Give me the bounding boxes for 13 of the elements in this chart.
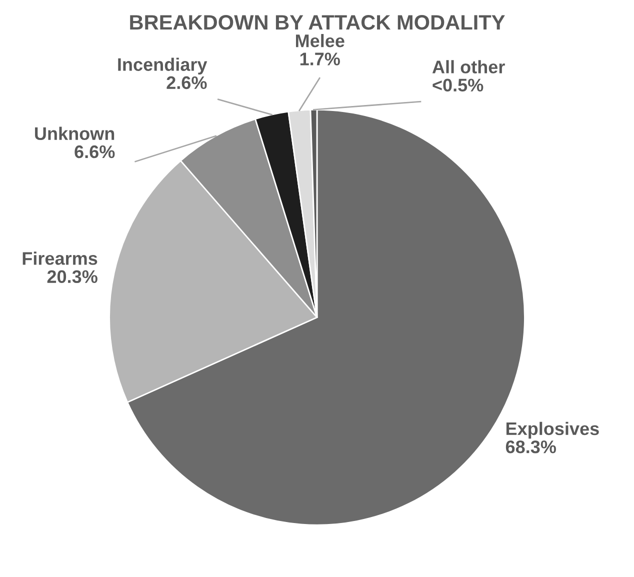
slice-label: All other [432,60,505,74]
slice-label: Incendiary [118,58,208,75]
slice-label: Firearms [22,252,98,265]
slice-label: Explosives [506,422,599,439]
slice-label: Melee [296,34,344,48]
data-label: 2.6% [166,76,207,90]
data-label: 68.3% [506,440,556,454]
data-label: 1.7% [300,52,340,66]
data-label: <0.5% [432,78,484,92]
data-label: 6.6% [74,145,115,158]
slice-label: Unknown [35,126,114,140]
data-label: 20.3% [47,270,98,284]
chart-title: BREAKDOWN BY ATTACK MODALITY [130,14,505,30]
